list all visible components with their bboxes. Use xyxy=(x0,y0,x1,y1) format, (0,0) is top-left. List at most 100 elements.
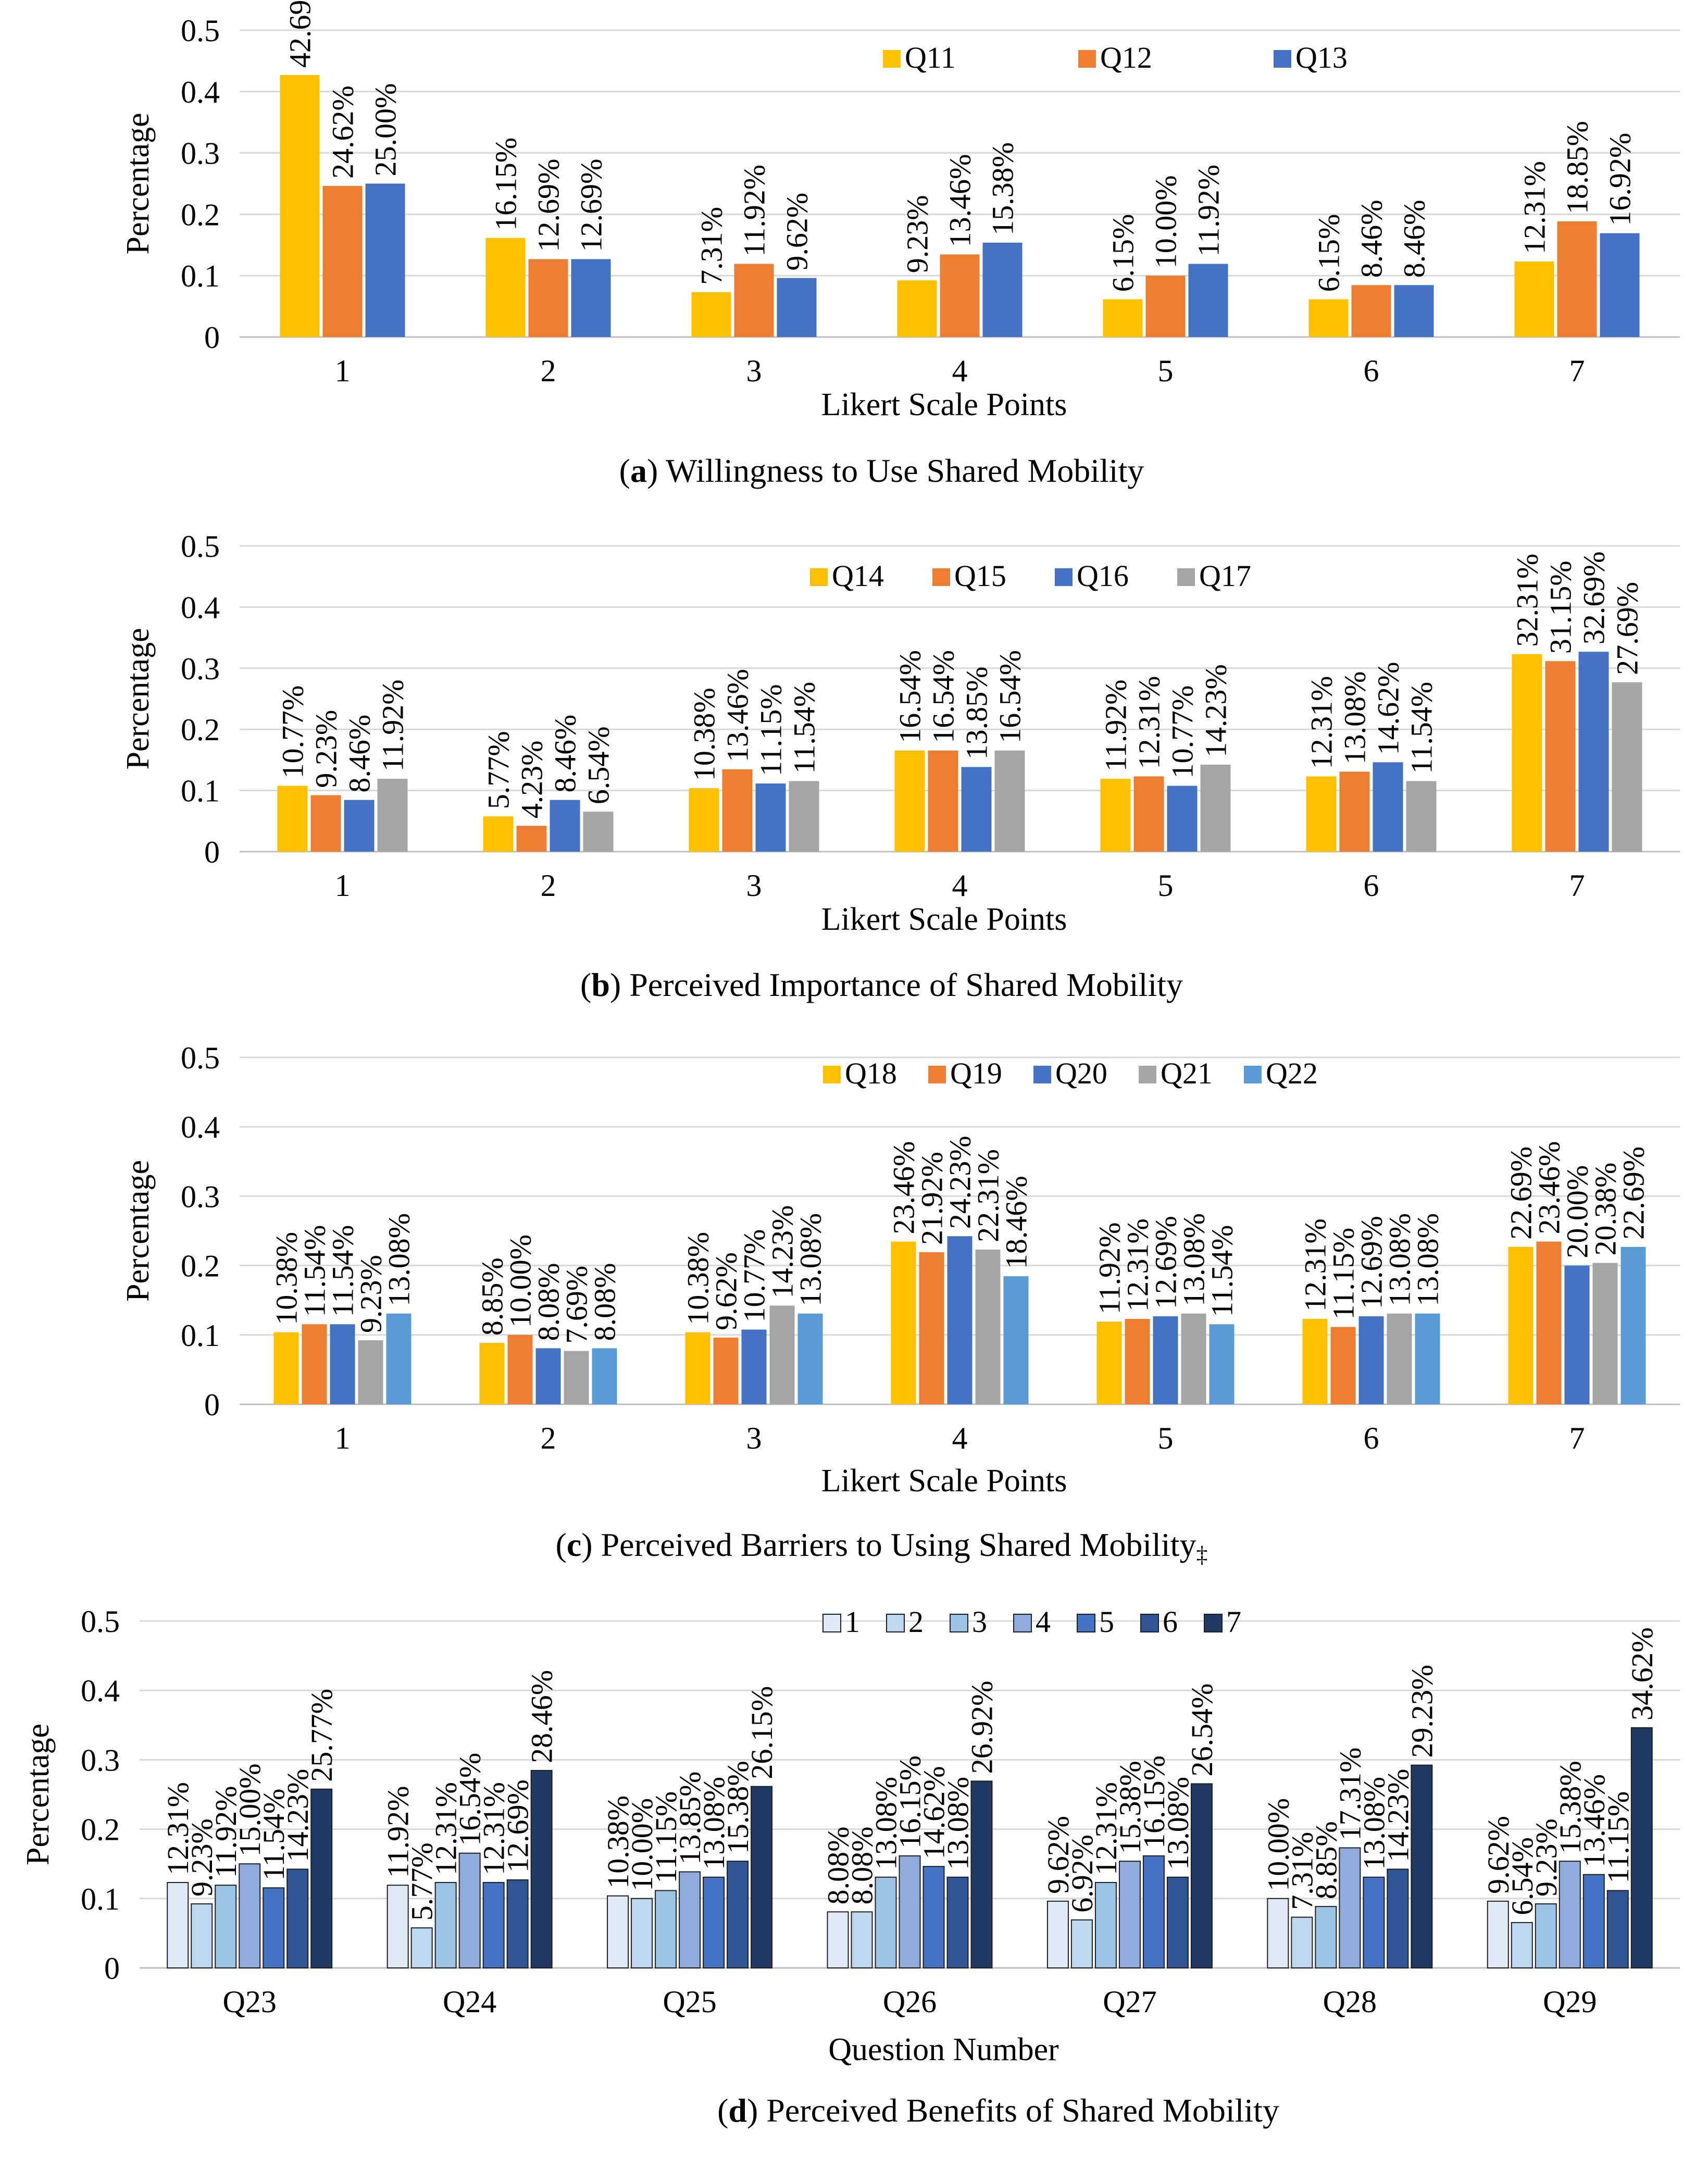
data-label: 17.31% xyxy=(1333,1748,1367,1841)
bar-c-Q21-6 xyxy=(1387,1313,1412,1404)
data-label: 22.69% xyxy=(1504,1146,1538,1240)
bar-b-Q15-3 xyxy=(722,769,753,852)
data-label: 10.00% xyxy=(504,1235,538,1328)
x-tick-label: 5 xyxy=(1158,868,1174,903)
bar-a-Q12-7 xyxy=(1557,221,1597,337)
data-label: 12.69% xyxy=(575,159,608,252)
bar-a-Q13-5 xyxy=(1188,264,1228,337)
x-tick-label: 6 xyxy=(1364,868,1379,903)
x-axis-title: Likert Scale Points xyxy=(821,1463,1067,1499)
bar-c-Q22-6 xyxy=(1415,1313,1440,1404)
data-label: 11.54% xyxy=(298,1225,332,1317)
legend-swatch xyxy=(810,568,828,586)
bar-d-7-Q25 xyxy=(751,1786,773,1968)
bar-c-Q22-1 xyxy=(386,1313,412,1404)
data-label: 5.77% xyxy=(482,731,516,809)
x-tick-label: Q24 xyxy=(443,1985,496,2019)
legend-swatch xyxy=(1055,568,1073,586)
bar-a-Q11-4 xyxy=(897,280,937,337)
caption-text: Perceived Importance of Shared Mobility xyxy=(621,966,1183,1003)
x-tick-label: 7 xyxy=(1569,868,1585,903)
legend-label: 1 xyxy=(845,1605,860,1639)
bar-b-Q17-7 xyxy=(1612,682,1642,852)
caption-paren-close: ) xyxy=(747,2092,758,2129)
bar-d-3-Q26 xyxy=(875,1876,897,1969)
bar-a-Q12-2 xyxy=(528,259,568,337)
x-tick-label: 2 xyxy=(541,868,556,903)
bar-d-4-Q23 xyxy=(239,1863,261,1968)
x-tick-label: 5 xyxy=(1158,354,1174,388)
bar-b-Q14-7 xyxy=(1512,654,1542,852)
data-label: 13.08% xyxy=(1177,1213,1211,1306)
y-tick-label: 0.2 xyxy=(81,1813,120,1847)
data-label: 9.62% xyxy=(780,193,814,271)
y-tick-label: 0.2 xyxy=(181,197,220,232)
bar-c-Q19-4 xyxy=(919,1252,944,1404)
legend-label: Q13 xyxy=(1295,41,1348,74)
x-tick-label: 3 xyxy=(746,354,762,388)
data-label: 20.38% xyxy=(1589,1163,1623,1256)
bar-c-Q20-6 xyxy=(1358,1316,1384,1404)
data-label: 25.00% xyxy=(369,83,403,177)
bar-d-2-Q27 xyxy=(1070,1919,1093,1969)
bar-d-6-Q27 xyxy=(1166,1876,1189,1969)
bar-d-4-Q27 xyxy=(1118,1861,1141,1969)
x-tick-label: 1 xyxy=(335,354,351,388)
bar-c-Q20-3 xyxy=(741,1329,767,1404)
legend-swatch xyxy=(928,1066,946,1083)
y-tick-label: 0.2 xyxy=(181,713,220,747)
data-label: 13.08% xyxy=(382,1213,416,1306)
legend: 1 2 3 4 5 6 7 xyxy=(822,1605,1241,1639)
bar-d-2-Q28 xyxy=(1291,1916,1313,1969)
bar-d-4-Q29 xyxy=(1559,1861,1581,1969)
x-tick-label: Q25 xyxy=(663,1985,716,2019)
legend-label: Q16 xyxy=(1077,559,1129,593)
bar-a-Q11-7 xyxy=(1514,261,1554,337)
bar-b-Q16-6 xyxy=(1373,762,1403,852)
y-tick-label: 0.4 xyxy=(181,75,220,109)
data-label: 9.23% xyxy=(901,195,934,273)
x-axis-title: Likert Scale Points xyxy=(821,387,1067,422)
bar-b-Q15-5 xyxy=(1133,776,1164,852)
bar-d-4-Q28 xyxy=(1339,1847,1361,1969)
data-label: 13.08% xyxy=(869,1777,903,1870)
bar-d-2-Q29 xyxy=(1511,1922,1533,1969)
data-label: 7.31% xyxy=(695,207,729,285)
bar-d-7-Q23 xyxy=(310,1788,333,1969)
legend-label: Q19 xyxy=(950,1056,1002,1090)
data-label: 13.08% xyxy=(1161,1777,1195,1870)
data-label: 11.15% xyxy=(649,1791,683,1884)
bar-d-5-Q28 xyxy=(1363,1876,1385,1969)
bar-d-3-Q29 xyxy=(1535,1903,1557,1968)
data-label: 12.31% xyxy=(1132,676,1166,769)
bar-c-Q22-2 xyxy=(592,1348,617,1404)
data-label: 11.15% xyxy=(1601,1791,1635,1884)
bar-c-Q18-2 xyxy=(479,1343,505,1404)
bar-b-Q16-4 xyxy=(961,767,992,852)
bar-c-Q22-4 xyxy=(1003,1276,1029,1404)
figure-caption: (c) Perceived Barriers to Using Shared M… xyxy=(556,1526,1208,1567)
bar-b-Q14-5 xyxy=(1100,779,1131,852)
caption-letter: a xyxy=(630,452,647,489)
data-label: 12.31% xyxy=(1121,1218,1155,1312)
bar-d-6-Q29 xyxy=(1606,1890,1629,1968)
bar-b-Q17-3 xyxy=(789,781,819,852)
legend-label: Q12 xyxy=(1100,41,1152,74)
legend-swatch xyxy=(1013,1614,1032,1632)
data-label: 12.31% xyxy=(1089,1782,1123,1875)
data-label: 11.92% xyxy=(1192,165,1226,257)
bar-d-4-Q24 xyxy=(458,1852,481,1969)
legend-label: Q20 xyxy=(1055,1056,1107,1090)
legend-swatch xyxy=(1140,1614,1159,1632)
caption-letter: c xyxy=(567,1526,581,1563)
data-label: 11.54% xyxy=(257,1789,291,1881)
caption-text: Perceived Benefits of Shared Mobility xyxy=(758,2092,1279,2129)
y-tick-label: 0.3 xyxy=(181,136,220,171)
caption-paren-close: ) xyxy=(610,966,621,1003)
data-label: 14.23% xyxy=(1199,664,1233,757)
data-label: 10.38% xyxy=(270,1232,304,1325)
legend-swatch xyxy=(1274,50,1291,68)
bar-c-Q22-5 xyxy=(1209,1324,1235,1404)
data-label: 34.62% xyxy=(1625,1627,1659,1720)
